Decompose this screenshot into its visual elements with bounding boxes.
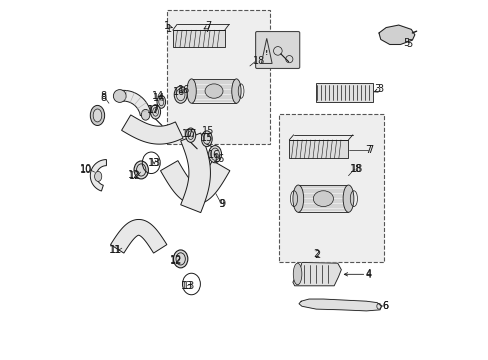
Text: 14: 14 bbox=[153, 93, 165, 103]
Polygon shape bbox=[181, 133, 210, 213]
Text: 17: 17 bbox=[181, 129, 194, 139]
Ellipse shape bbox=[93, 109, 102, 122]
Text: 2: 2 bbox=[313, 249, 320, 260]
Text: 14: 14 bbox=[152, 91, 164, 102]
Ellipse shape bbox=[231, 79, 241, 103]
Ellipse shape bbox=[343, 185, 353, 212]
Polygon shape bbox=[292, 262, 341, 286]
Text: 16: 16 bbox=[207, 150, 220, 160]
Text: 13: 13 bbox=[149, 158, 162, 168]
Polygon shape bbox=[298, 299, 381, 311]
Text: 6: 6 bbox=[382, 301, 387, 311]
Text: 10: 10 bbox=[80, 165, 92, 175]
Text: 12: 12 bbox=[170, 255, 182, 265]
Text: 16: 16 bbox=[212, 154, 224, 164]
Text: 18: 18 bbox=[350, 163, 363, 174]
Polygon shape bbox=[160, 161, 229, 204]
Ellipse shape bbox=[134, 161, 148, 179]
Polygon shape bbox=[119, 90, 151, 116]
Text: 12: 12 bbox=[169, 256, 182, 266]
Text: 18: 18 bbox=[349, 164, 361, 174]
Polygon shape bbox=[110, 220, 166, 253]
FancyBboxPatch shape bbox=[255, 32, 299, 68]
Text: 15: 15 bbox=[200, 133, 213, 143]
Text: 16: 16 bbox=[173, 87, 185, 97]
Bar bbox=[289, 140, 348, 158]
Ellipse shape bbox=[293, 263, 301, 285]
Text: 1: 1 bbox=[164, 21, 170, 31]
Text: 5: 5 bbox=[402, 38, 408, 48]
Text: 11: 11 bbox=[110, 245, 122, 255]
Ellipse shape bbox=[208, 145, 221, 163]
Ellipse shape bbox=[113, 90, 126, 102]
Text: 17: 17 bbox=[148, 105, 160, 115]
Text: 7: 7 bbox=[205, 21, 211, 31]
Ellipse shape bbox=[292, 185, 303, 212]
Text: 17: 17 bbox=[185, 129, 197, 139]
Text: 13: 13 bbox=[181, 281, 193, 291]
Text: 13: 13 bbox=[148, 158, 160, 168]
Text: 7: 7 bbox=[203, 24, 209, 34]
Ellipse shape bbox=[204, 84, 223, 98]
Ellipse shape bbox=[186, 79, 196, 103]
Text: 16: 16 bbox=[178, 85, 190, 95]
Ellipse shape bbox=[173, 250, 187, 268]
Bar bbox=[191, 79, 236, 103]
Text: 2: 2 bbox=[312, 249, 319, 259]
Text: 11: 11 bbox=[108, 245, 121, 255]
Text: 13: 13 bbox=[183, 281, 195, 291]
Bar bbox=[167, 10, 269, 144]
Text: 8: 8 bbox=[101, 93, 107, 103]
Polygon shape bbox=[90, 159, 106, 191]
Text: 1: 1 bbox=[166, 24, 172, 35]
Text: 18: 18 bbox=[254, 52, 266, 62]
Text: !: ! bbox=[264, 50, 268, 57]
Ellipse shape bbox=[174, 86, 187, 103]
Bar bbox=[298, 185, 348, 212]
Text: 18: 18 bbox=[253, 56, 265, 66]
Text: 7: 7 bbox=[366, 144, 372, 154]
Text: 8: 8 bbox=[101, 91, 107, 101]
Bar bbox=[315, 83, 372, 102]
Text: 4: 4 bbox=[365, 269, 370, 279]
Text: 3: 3 bbox=[376, 84, 382, 94]
Ellipse shape bbox=[185, 128, 195, 142]
Text: 12: 12 bbox=[129, 171, 141, 181]
Text: 9: 9 bbox=[219, 199, 225, 210]
Bar bbox=[172, 30, 224, 47]
Ellipse shape bbox=[157, 95, 165, 108]
Bar bbox=[278, 114, 384, 262]
Ellipse shape bbox=[94, 171, 102, 181]
Ellipse shape bbox=[150, 105, 160, 119]
Text: 10: 10 bbox=[80, 164, 92, 174]
Ellipse shape bbox=[201, 131, 212, 147]
Text: 3: 3 bbox=[373, 84, 380, 94]
Polygon shape bbox=[122, 115, 183, 144]
Text: 15: 15 bbox=[202, 126, 214, 136]
Text: 6: 6 bbox=[382, 301, 387, 311]
Text: 7: 7 bbox=[365, 145, 370, 155]
Text: 9: 9 bbox=[218, 199, 224, 210]
Text: 17: 17 bbox=[146, 105, 159, 115]
Ellipse shape bbox=[90, 105, 104, 126]
Text: 5: 5 bbox=[406, 39, 412, 49]
Text: 12: 12 bbox=[127, 170, 140, 180]
Ellipse shape bbox=[141, 109, 150, 120]
Text: 4: 4 bbox=[365, 270, 370, 280]
Polygon shape bbox=[378, 25, 414, 44]
Ellipse shape bbox=[313, 191, 333, 207]
